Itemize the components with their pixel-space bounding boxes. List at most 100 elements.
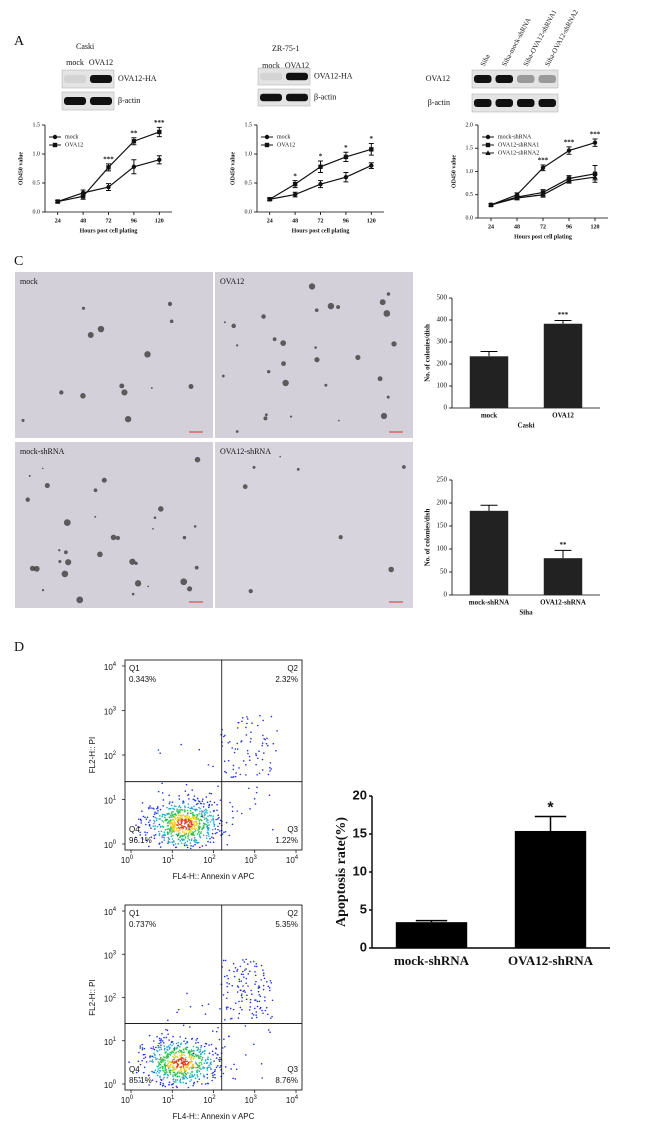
quadrant-name: Q2 [287, 664, 298, 673]
event-dot [175, 1067, 178, 1069]
event-dot [163, 1056, 165, 1058]
event-dot [177, 810, 179, 812]
event-dot [255, 1011, 258, 1013]
event-dot [240, 994, 243, 997]
tick-exponent: 4 [295, 1095, 299, 1101]
event-dot [182, 1074, 185, 1077]
event-dot [196, 833, 199, 835]
event-dot [175, 805, 177, 808]
event-dot [176, 808, 178, 810]
event-dot [173, 825, 176, 828]
event-dot [235, 772, 237, 774]
colony [379, 299, 386, 306]
event-dot [189, 826, 191, 828]
event-dot [172, 1075, 174, 1078]
tick-exponent: 1 [113, 795, 117, 801]
event-dot [162, 1060, 164, 1063]
event-dot [164, 1085, 166, 1088]
event-dot [186, 1077, 188, 1080]
significance: * [370, 135, 374, 143]
bar [469, 356, 509, 408]
event-dot [198, 812, 201, 815]
y-tick-label: 100 [104, 1080, 117, 1091]
event-dot [162, 805, 164, 807]
event-dot [264, 738, 266, 741]
significance: ** [130, 129, 138, 137]
event-dot [193, 805, 195, 808]
event-dot [199, 818, 202, 821]
event-dot [195, 1055, 197, 1057]
event-dot [182, 1060, 185, 1063]
event-dot [170, 835, 173, 838]
event-dot [163, 1076, 165, 1079]
event-dot [174, 1055, 177, 1058]
event-dot [236, 970, 238, 972]
significance: * [547, 800, 554, 817]
marker [485, 134, 491, 140]
event-dot [163, 1073, 165, 1076]
event-dot [139, 831, 141, 834]
event-dot [231, 823, 234, 826]
significance: ** [560, 541, 568, 549]
event-dot [191, 825, 194, 828]
event-dot [212, 828, 214, 831]
event-dot [237, 721, 240, 724]
event-dot [164, 816, 166, 819]
event-dot [199, 836, 202, 839]
event-dot [191, 819, 193, 822]
marker [592, 174, 598, 180]
event-dot [185, 1042, 188, 1044]
event-dot [185, 821, 187, 824]
event-dot [212, 841, 215, 844]
blot-band [286, 72, 308, 81]
tick-exponent: 3 [254, 855, 258, 861]
event-dot [255, 1016, 258, 1019]
event-dot [188, 1076, 191, 1079]
event-dot [206, 1073, 209, 1076]
event-dot [177, 843, 180, 845]
event-dot [195, 803, 198, 806]
quadrant-name: Q2 [287, 909, 298, 918]
event-dot [167, 1033, 169, 1036]
colony [266, 369, 271, 374]
event-dot [191, 1067, 193, 1070]
micrograph [215, 442, 413, 608]
event-dot [157, 830, 160, 833]
blot-band [260, 93, 282, 102]
plot-frame [124, 904, 303, 1091]
event-dot [179, 1046, 181, 1048]
event-dot [191, 1075, 194, 1077]
event-dot [184, 1058, 186, 1061]
colony [314, 308, 319, 313]
event-dot [190, 833, 192, 836]
event-dot [212, 817, 214, 820]
event-dot [214, 828, 217, 830]
event-dot [197, 802, 199, 805]
colony [94, 515, 97, 518]
event-dot [253, 797, 256, 800]
event-dot [170, 828, 172, 830]
colony [187, 586, 193, 592]
event-dot [161, 819, 163, 822]
event-dot [184, 810, 186, 813]
x-tick-label: 72 [318, 218, 324, 224]
event-dot [166, 1063, 169, 1066]
x-tick-label: mock-shRNA [394, 953, 470, 968]
event-dot [209, 1066, 211, 1068]
event-dot [196, 1075, 199, 1078]
y-tick-label: 1.5 [33, 122, 41, 128]
legend-label: mock [277, 134, 290, 140]
event-dot [176, 1062, 179, 1065]
y-tick-label: 1.5 [245, 122, 253, 128]
tick-exponent: 4 [113, 662, 117, 668]
event-dot [245, 998, 248, 1001]
marker [267, 197, 272, 202]
event-dot [141, 802, 144, 804]
marker [592, 140, 598, 145]
event-dot [185, 827, 188, 829]
event-dot [179, 814, 182, 817]
event-dot [188, 828, 190, 830]
micrograph-label: mock [20, 277, 38, 286]
event-dot [249, 1001, 252, 1004]
event-dot [161, 841, 163, 843]
